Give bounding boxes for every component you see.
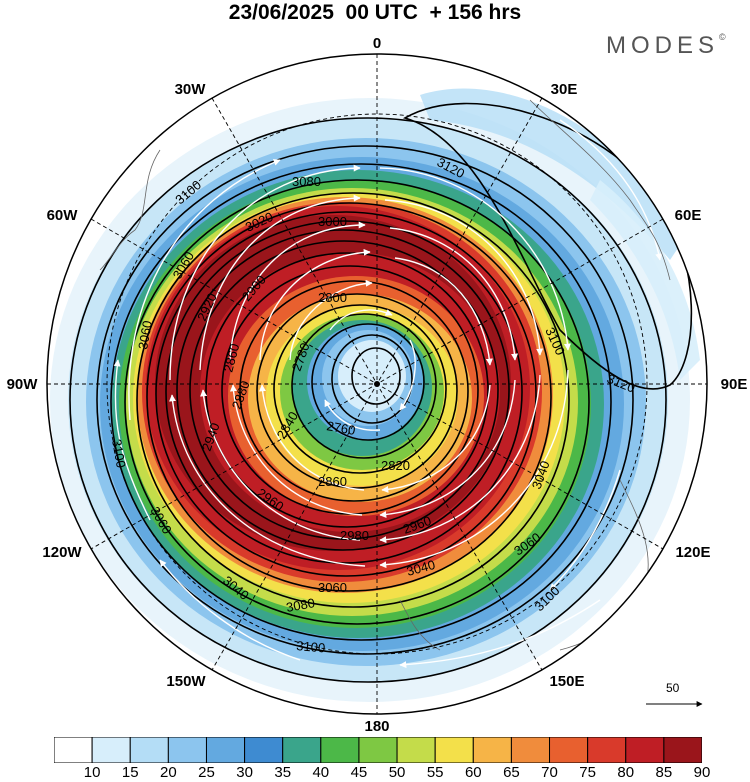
colorbar-tick-label: 55: [426, 764, 444, 781]
colorbar-tick-label: 40: [312, 764, 330, 781]
colorbar-swatch: [549, 737, 589, 763]
colorbar-tick-label: 30: [236, 764, 253, 781]
contour-label: 2860: [318, 474, 347, 489]
colorbar-tick-label: 25: [198, 764, 215, 781]
colorbar-swatch: [472, 737, 512, 763]
lon-label-150w: 150W: [166, 673, 206, 690]
colorbar-swatch: [663, 737, 702, 763]
reference-vector-arrow: [646, 701, 703, 707]
longitude-label-group: 0 30E 60E 90E 120E 150E 180 150W 120W 90…: [7, 35, 748, 735]
contour-label: 2820: [381, 458, 410, 473]
pole-marker: [374, 381, 380, 387]
colorbar-labels: 10 15 20 25 30 35 40 45 50 55 60 65 70 75 80 85 90: [0, 764, 750, 782]
contour-label: 3000: [318, 214, 347, 229]
colorbar-swatch: [91, 737, 131, 763]
colorbar-tick-label: 15: [121, 764, 139, 781]
contour-label: 3100: [109, 438, 129, 469]
colorbar-swatch: [205, 737, 246, 763]
lon-label-90w: 90W: [7, 376, 39, 393]
colorbar-tick-label: 90: [693, 764, 711, 781]
lon-label-60w: 60W: [47, 207, 79, 224]
contour-label: 3080: [285, 595, 316, 615]
colorbar-tick-label: 45: [350, 764, 368, 781]
lon-label-30w: 30W: [175, 81, 207, 98]
map-title: 23/06/2025 00 UTC + 156 hrs: [228, 1, 522, 24]
wind-vectors: [113, 119, 663, 669]
colorbar-tick-label: 65: [503, 764, 520, 781]
contour-label: 2980: [340, 528, 369, 543]
lon-label-60e: 60E: [675, 207, 702, 224]
colorbar-tick-label: 60: [464, 764, 482, 781]
lon-label-90e: 90E: [721, 376, 748, 393]
contour-label: 2800: [318, 290, 347, 305]
reference-vector-value: 50: [666, 681, 680, 695]
lon-label-120w: 120W: [42, 544, 82, 561]
lon-label-0: 0: [373, 35, 381, 52]
colorbar-tick-label: 35: [274, 764, 292, 781]
colorbar-swatch: [358, 737, 398, 763]
colorbar-swatch: [282, 737, 322, 763]
colorbar-swatch: [510, 737, 551, 763]
colorbar-swatch: [320, 737, 360, 763]
colorbar-swatch: [244, 737, 284, 763]
colorbar-tick-label: 50: [388, 764, 406, 781]
colorbar-tick-label: 20: [160, 764, 177, 781]
copyright-mark: ©: [719, 32, 726, 42]
lon-label-150e: 150E: [549, 673, 584, 690]
height-contours: [69, 102, 693, 683]
modes-logo: MODES©: [606, 32, 726, 60]
colorbar-tick-label: 85: [655, 764, 673, 781]
colorbar-tick-label: 75: [579, 764, 596, 781]
colorbar-tick-label: 10: [83, 764, 101, 781]
colorbar-swatch: [587, 737, 627, 763]
colorbar-swatch: [434, 737, 474, 763]
colorbar-tick-label: 70: [541, 764, 558, 781]
lon-label-180: 180: [364, 718, 389, 735]
contour-label: 3080: [292, 174, 321, 189]
lon-label-120e: 120E: [675, 544, 710, 561]
colorbar-swatch: [625, 737, 665, 763]
colorbar-swatch: [167, 737, 207, 763]
map-boundary-circle: [46, 53, 708, 715]
colorbar-swatch: [54, 737, 93, 763]
colorbar-swatch: [129, 737, 169, 763]
contour-label: 3100: [296, 638, 326, 655]
contour-label: 2760: [325, 418, 356, 438]
contour-label: 3060: [135, 319, 155, 350]
lon-label-30e: 30E: [551, 81, 578, 98]
contour-label: 3040: [405, 557, 437, 579]
brand-text: MODES: [606, 32, 720, 59]
colorbar-swatch: [396, 737, 436, 763]
contour-label: 3060: [318, 580, 347, 595]
wind-speed-colorbar: [54, 737, 702, 763]
contour-label: 2860: [220, 342, 242, 374]
colorbar-tick-label: 80: [617, 764, 635, 781]
